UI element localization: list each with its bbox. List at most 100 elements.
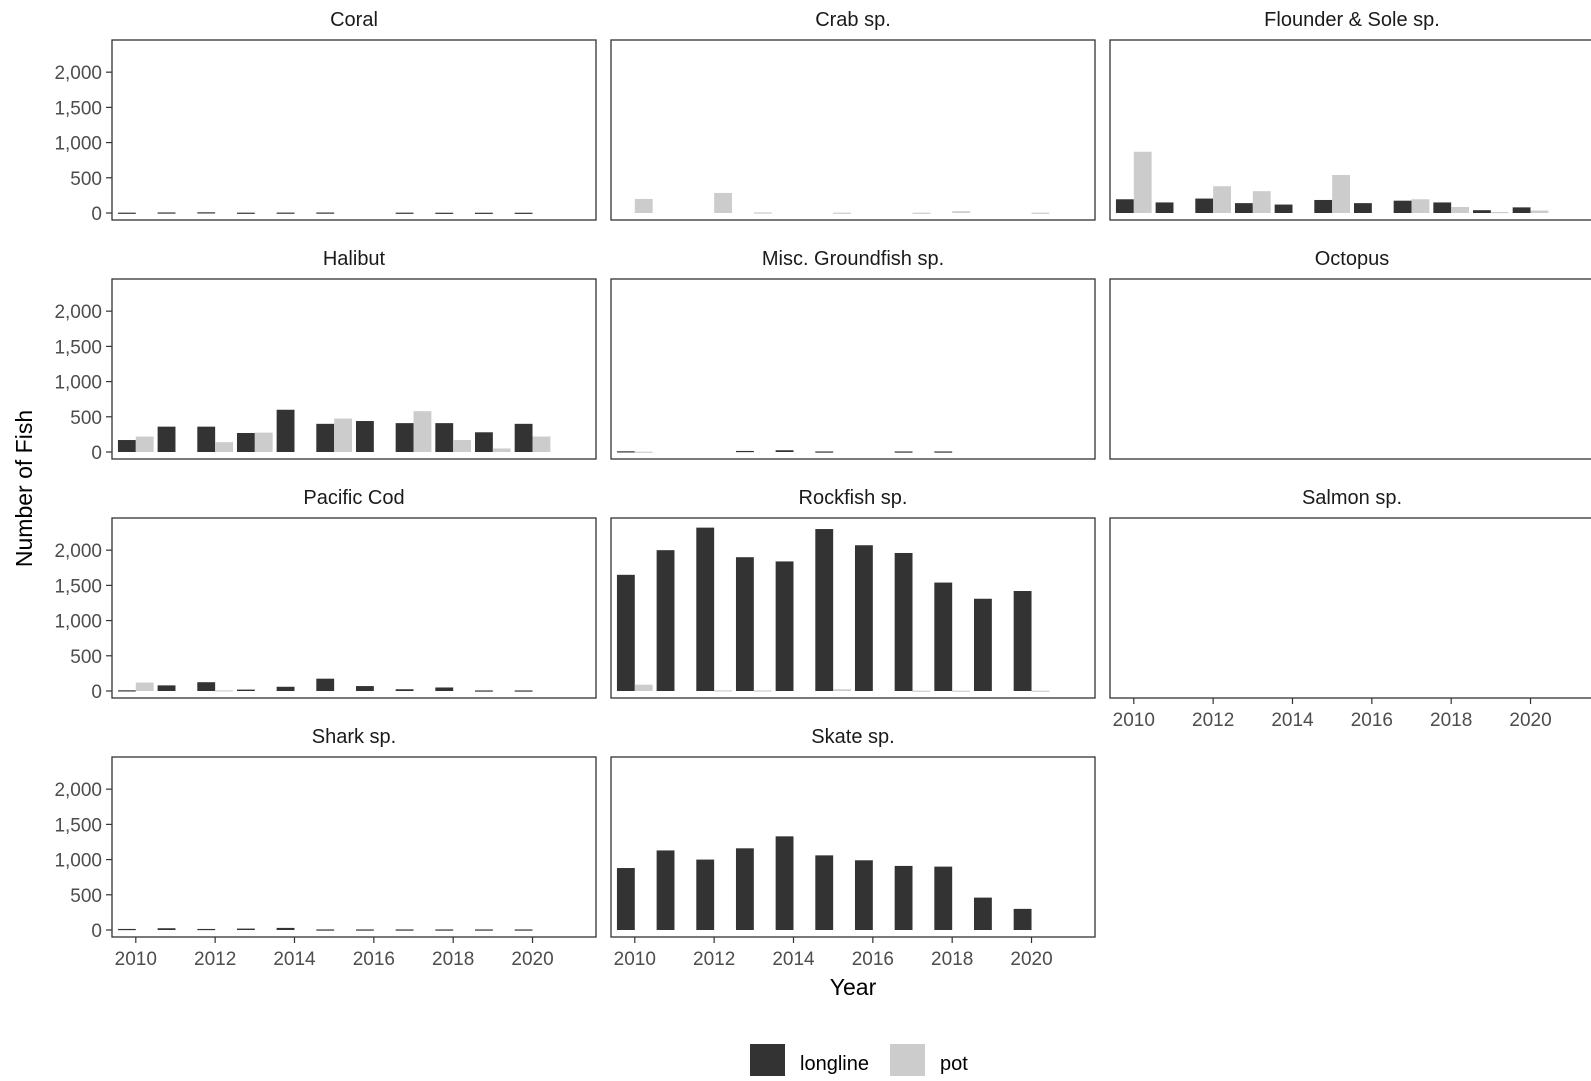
bar-longline [974,598,992,691]
bar-longline [616,451,635,453]
x-tick-label: 2012 [194,949,236,970]
x-tick-label: 2020 [511,949,553,970]
bar-longline [236,432,255,452]
bar-longline [696,859,715,930]
bar-longline [236,212,255,214]
bar-longline [435,212,454,214]
y-tick-label: 1,000 [54,851,102,872]
bar-pot [833,212,852,214]
y-tick-label: 1,000 [54,373,102,394]
bar-longline [1512,207,1531,213]
bar-longline [395,423,414,452]
bar-longline [197,212,216,214]
bar-longline [735,557,754,691]
bar-longline [236,928,255,930]
bar-pot [215,690,233,692]
bar-longline [1274,204,1293,213]
bar-longline [475,432,493,452]
x-tick-label: 2014 [1271,710,1314,731]
legend-swatch-longline [750,1044,785,1079]
x-axis-title: Year [830,974,877,1000]
bar-longline [514,929,533,931]
bar-longline [894,865,913,930]
panel-border [610,756,1096,938]
bar-longline [934,451,953,453]
bar-longline [775,561,794,691]
bar-longline [1393,200,1412,213]
bar-longline [117,212,136,214]
y-tick-label: 1,000 [54,134,102,155]
bar-longline [316,678,335,691]
bar-pot [912,690,931,692]
y-tick-label: 1,000 [54,612,102,633]
bar-pot [912,212,931,214]
facet-panel: Skate sp. 2010 2012 2014 2016 2018 2020 [610,726,1096,970]
x-tick-label: 2010 [614,949,656,970]
bar-pot [634,684,653,691]
y-tick-label: 0 [91,682,102,703]
facet-panel: Flounder & Sole sp. [1109,9,1591,221]
bar-longline [775,836,794,930]
bar-longline [236,689,255,691]
facet-title: Coral [330,9,378,31]
x-tick-label: 2018 [432,949,474,970]
facet-title: Skate sp. [811,726,894,748]
bar-longline [157,685,176,691]
facet-panel: Salmon sp. 2010 2012 2014 2016 2018 2020 [1109,487,1591,731]
panel-border [610,39,1096,221]
bar-longline [854,545,873,691]
bar-longline [1155,202,1174,213]
panel-border [1109,39,1591,221]
bar-pot [1530,210,1549,213]
bar-longline [197,682,216,691]
bar-pot [952,690,971,692]
x-tick-label: 2014 [273,949,316,970]
bar-longline [316,423,335,452]
bar-longline [316,929,335,931]
panel-border [111,756,597,938]
bar-longline [775,450,794,452]
bar-longline [276,409,295,452]
facet-panel: Halibut 0 500 1,000 1,500 2,000 [54,248,597,464]
bar-pot [1411,199,1430,213]
bar-pot [714,192,732,213]
panel-border [111,39,597,221]
legend: longline pot [750,1044,968,1079]
facet-title: Flounder & Sole sp. [1264,9,1440,31]
bar-pot [215,442,233,452]
bar-longline [157,426,176,452]
bar-longline [475,690,493,692]
panel-border [610,517,1096,699]
bar-longline [1013,591,1032,691]
bar-longline [197,426,216,452]
bar-longline [815,855,834,930]
bar-pot [254,432,273,452]
x-tick-label: 2016 [1351,710,1393,731]
panel-border [1109,278,1591,460]
y-tick-label: 500 [70,647,102,668]
y-tick-label: 500 [70,408,102,429]
y-tick-label: 500 [70,169,102,190]
bar-pot [532,436,551,452]
bar-longline [117,928,136,931]
bar-longline [395,212,414,214]
bar-longline [735,450,754,453]
bar-pot [753,690,772,692]
panel-border [1109,517,1591,699]
bar-longline [1234,203,1253,213]
facet-title: Halibut [323,248,386,270]
y-tick-label: 0 [91,443,102,464]
facet-panel: Coral 0 500 1,000 1,500 2,000 [54,9,597,225]
facet-panel: Pacific Cod 0 500 1,000 1,500 2,000 [54,487,597,703]
facet-title: Salmon sp. [1302,487,1402,509]
y-tick-label: 1,500 [54,576,102,597]
bar-longline [894,451,913,453]
x-tick-label: 2010 [1113,710,1155,731]
facet-title: Shark sp. [312,726,396,748]
panel-border [111,517,597,699]
x-tick-label: 2014 [772,949,815,970]
bar-longline [355,929,374,931]
bar-longline [276,212,295,214]
bar-longline [395,929,414,931]
